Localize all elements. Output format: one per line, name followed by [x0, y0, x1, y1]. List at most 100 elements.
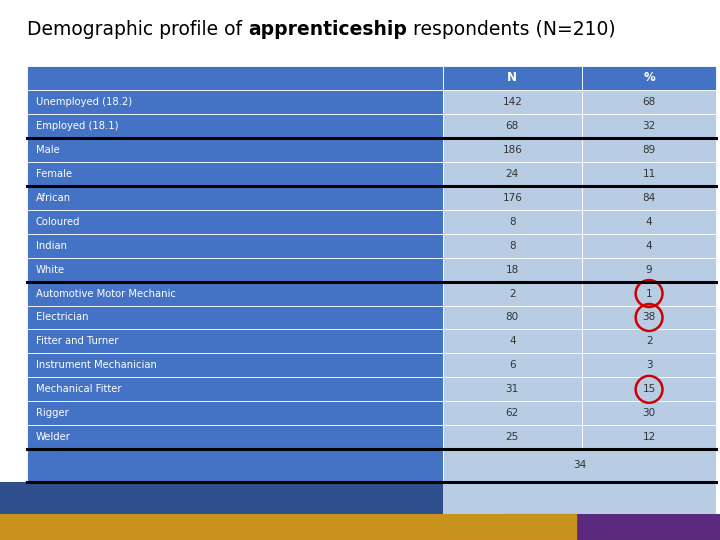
Bar — [582, 210, 716, 234]
Text: 186: 186 — [503, 145, 522, 155]
Bar — [582, 186, 716, 210]
Bar — [27, 210, 443, 234]
Text: 31: 31 — [505, 384, 519, 394]
Bar — [27, 234, 443, 258]
Bar — [27, 161, 443, 186]
Bar — [27, 306, 443, 329]
Text: 2: 2 — [646, 336, 652, 347]
Bar — [443, 281, 582, 306]
Bar — [27, 449, 443, 482]
Text: apprenticeship: apprenticeship — [248, 20, 408, 39]
Text: 12: 12 — [642, 433, 656, 442]
Text: 142: 142 — [503, 97, 522, 107]
Bar — [443, 426, 582, 449]
Text: 80: 80 — [505, 313, 519, 322]
Text: 8: 8 — [509, 241, 516, 251]
Bar — [27, 329, 443, 353]
Bar — [443, 114, 582, 138]
Bar — [582, 281, 716, 306]
Bar — [27, 426, 443, 449]
Text: Employed (18.1): Employed (18.1) — [36, 121, 119, 131]
Text: 8: 8 — [509, 217, 516, 227]
Text: 15: 15 — [642, 384, 656, 394]
Text: Rigger: Rigger — [36, 408, 68, 418]
Bar — [443, 210, 582, 234]
Text: 4: 4 — [646, 241, 652, 251]
Text: Fitter and Turner: Fitter and Turner — [36, 336, 119, 347]
Text: Female: Female — [36, 168, 72, 179]
Bar — [0, 514, 547, 540]
Text: respondents (N=210): respondents (N=210) — [408, 20, 616, 39]
Text: Mechanical Fitter: Mechanical Fitter — [36, 384, 122, 394]
Bar — [443, 354, 582, 377]
Bar — [582, 377, 716, 401]
Bar — [443, 449, 716, 482]
Text: 30: 30 — [642, 408, 656, 418]
Bar — [582, 426, 716, 449]
Text: N: N — [508, 71, 517, 84]
Bar — [27, 66, 443, 90]
Text: White: White — [36, 265, 65, 274]
Text: 24: 24 — [505, 168, 519, 179]
Text: 32: 32 — [642, 121, 656, 131]
Text: 4: 4 — [646, 217, 652, 227]
Text: Coloured: Coloured — [36, 217, 81, 227]
Bar — [582, 90, 716, 114]
Text: 2: 2 — [509, 288, 516, 299]
Bar — [27, 401, 443, 426]
Bar — [27, 258, 443, 281]
Bar — [443, 482, 716, 514]
Text: 89: 89 — [642, 145, 656, 155]
Bar — [443, 401, 582, 426]
Text: Demographic profile of: Demographic profile of — [27, 20, 248, 39]
Bar — [27, 90, 443, 114]
Bar — [443, 66, 582, 90]
Bar — [443, 90, 582, 114]
Bar — [443, 186, 582, 210]
Bar — [443, 377, 582, 401]
Bar — [582, 258, 716, 281]
Text: 68: 68 — [642, 97, 656, 107]
Text: Electrician: Electrician — [36, 313, 89, 322]
Text: 9: 9 — [646, 265, 652, 274]
Bar — [443, 306, 582, 329]
Bar — [582, 329, 716, 353]
Text: 62: 62 — [505, 408, 519, 418]
Bar — [582, 354, 716, 377]
Text: 4: 4 — [509, 336, 516, 347]
Bar — [27, 138, 443, 162]
Bar — [582, 66, 716, 90]
Bar — [582, 401, 716, 426]
Bar — [27, 281, 443, 306]
Bar — [582, 161, 716, 186]
Text: 68: 68 — [505, 121, 519, 131]
Bar — [27, 377, 443, 401]
Bar — [540, 514, 720, 540]
Text: 6: 6 — [509, 360, 516, 370]
Bar — [582, 114, 716, 138]
Bar — [582, 234, 716, 258]
Bar — [443, 329, 582, 353]
Text: 84: 84 — [642, 193, 656, 202]
Text: Indian: Indian — [36, 241, 67, 251]
Bar — [582, 138, 716, 162]
Bar — [582, 306, 716, 329]
Text: Instrument Mechanician: Instrument Mechanician — [36, 360, 157, 370]
Text: 1: 1 — [646, 288, 652, 299]
Text: Unemployed (18.2): Unemployed (18.2) — [36, 97, 132, 107]
Bar — [443, 138, 582, 162]
Polygon shape — [504, 514, 576, 540]
Text: Male: Male — [36, 145, 60, 155]
Text: 34: 34 — [573, 461, 586, 470]
Text: Welder: Welder — [36, 433, 71, 442]
Text: 11: 11 — [642, 168, 656, 179]
Text: Automotive Motor Mechanic: Automotive Motor Mechanic — [36, 288, 176, 299]
Text: 18: 18 — [505, 265, 519, 274]
Bar — [27, 354, 443, 377]
Bar — [443, 161, 582, 186]
Text: 176: 176 — [503, 193, 522, 202]
Bar — [443, 234, 582, 258]
Text: 38: 38 — [642, 313, 656, 322]
Text: 3: 3 — [646, 360, 652, 370]
Text: African: African — [36, 193, 71, 202]
